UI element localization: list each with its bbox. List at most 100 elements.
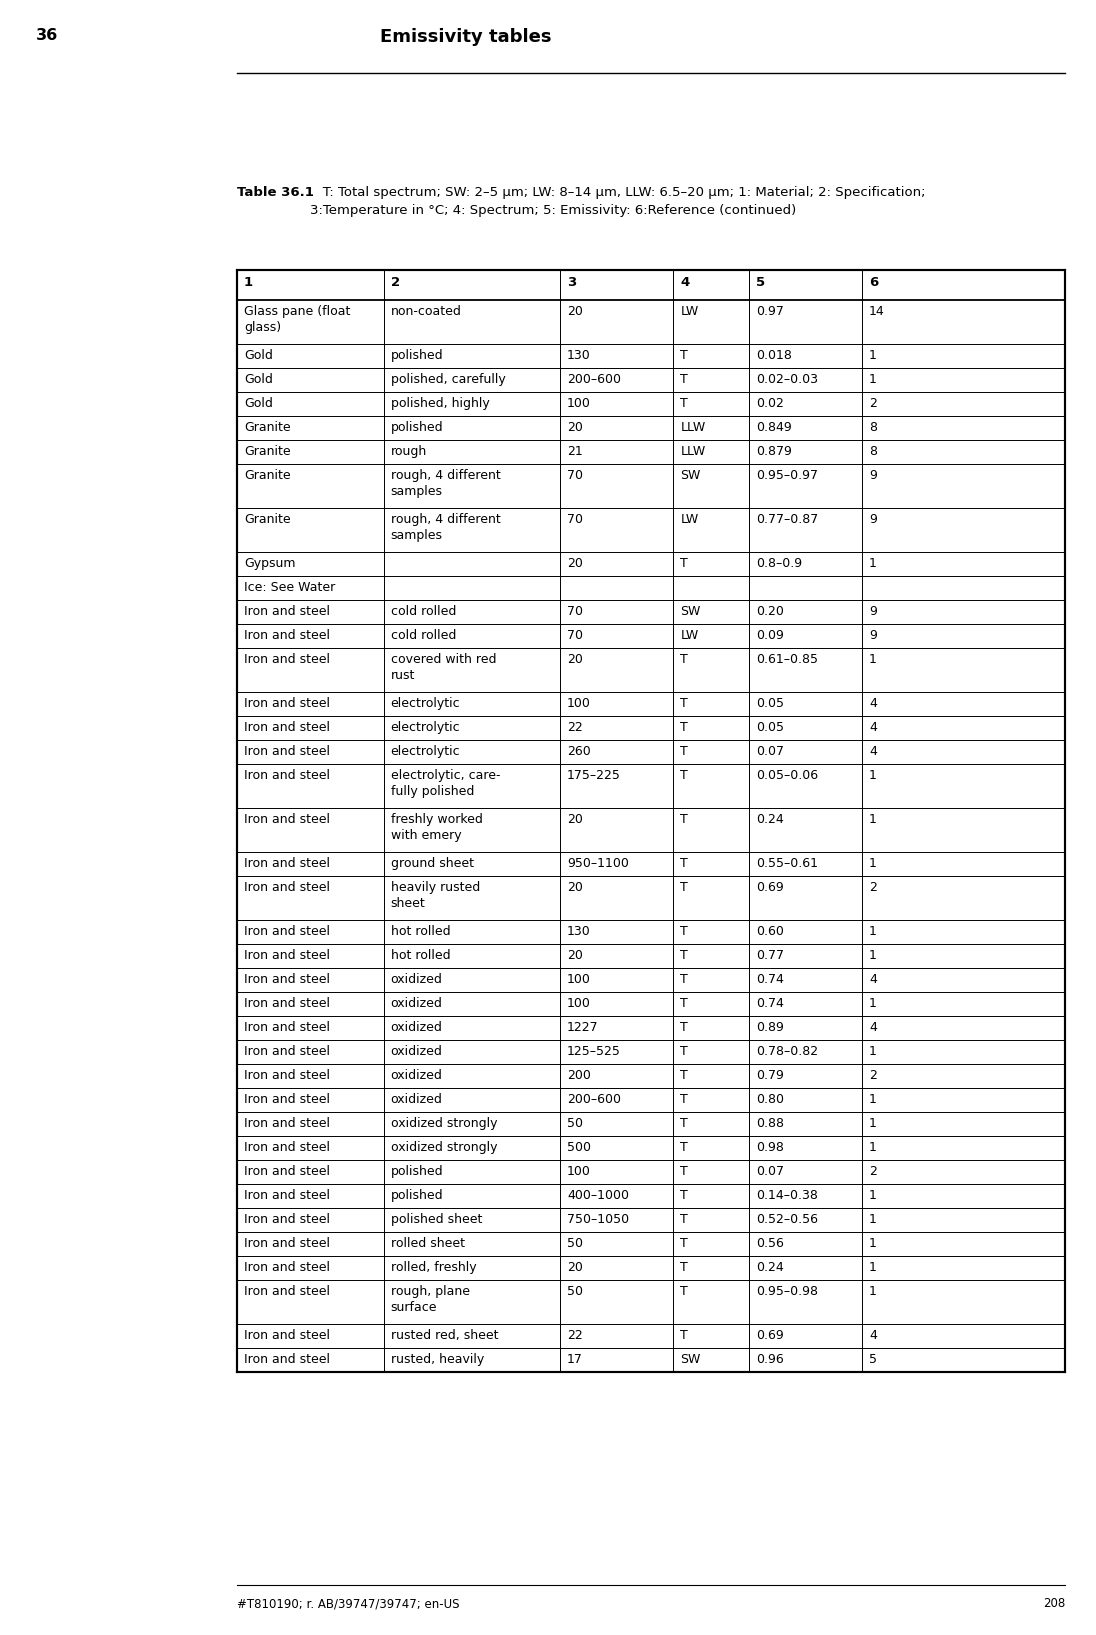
- Text: 14: 14: [869, 306, 884, 317]
- Text: T: T: [681, 1285, 688, 1298]
- Text: Iron and steel: Iron and steel: [244, 1094, 330, 1105]
- Text: polished: polished: [390, 1189, 443, 1202]
- Text: 4: 4: [869, 721, 877, 734]
- Text: 0.89: 0.89: [756, 1020, 784, 1033]
- Text: SW: SW: [681, 1354, 700, 1365]
- Text: 0.78–0.82: 0.78–0.82: [756, 1045, 818, 1058]
- Text: T: T: [681, 558, 688, 571]
- Text: 200–600: 200–600: [567, 1094, 621, 1105]
- Text: 0.77: 0.77: [756, 948, 784, 961]
- Text: 100: 100: [567, 973, 591, 986]
- Text: 2: 2: [390, 276, 400, 289]
- Text: 0.24: 0.24: [756, 813, 784, 826]
- Text: hot rolled: hot rolled: [390, 948, 450, 961]
- Text: 3: 3: [567, 276, 576, 289]
- Text: LW: LW: [681, 513, 698, 526]
- Text: Iron and steel: Iron and steel: [244, 768, 330, 782]
- Text: ground sheet: ground sheet: [390, 857, 473, 870]
- Text: Granite: Granite: [244, 513, 290, 526]
- Text: 1: 1: [244, 276, 253, 289]
- Text: 1: 1: [869, 1238, 877, 1251]
- Text: 1: 1: [869, 768, 877, 782]
- Text: T: T: [681, 1329, 688, 1342]
- Text: Iron and steel: Iron and steel: [244, 746, 330, 759]
- Text: Iron and steel: Iron and steel: [244, 1069, 330, 1082]
- Text: 1227: 1227: [567, 1020, 598, 1033]
- Text: 1: 1: [869, 1285, 877, 1298]
- Text: 100: 100: [567, 397, 591, 410]
- Text: 4: 4: [869, 973, 877, 986]
- Text: Iron and steel: Iron and steel: [244, 605, 330, 618]
- Text: covered with red
rust: covered with red rust: [390, 652, 496, 682]
- Text: 0.24: 0.24: [756, 1261, 784, 1274]
- Text: 0.74: 0.74: [756, 973, 784, 986]
- Text: 1: 1: [869, 813, 877, 826]
- Text: oxidized strongly: oxidized strongly: [390, 1141, 498, 1154]
- Text: 70: 70: [567, 605, 583, 618]
- Text: Iron and steel: Iron and steel: [244, 1166, 330, 1177]
- Text: 20: 20: [567, 1261, 583, 1274]
- Text: Granite: Granite: [244, 445, 290, 458]
- Text: T: T: [681, 857, 688, 870]
- Text: 208: 208: [1042, 1597, 1065, 1610]
- Text: T: T: [681, 697, 688, 710]
- Text: electrolytic: electrolytic: [390, 746, 460, 759]
- Text: 0.018: 0.018: [756, 348, 791, 361]
- Text: SW: SW: [681, 469, 700, 482]
- Text: 0.96: 0.96: [756, 1354, 784, 1365]
- Text: 0.14–0.38: 0.14–0.38: [756, 1189, 818, 1202]
- Text: 20: 20: [567, 881, 583, 894]
- Text: LLW: LLW: [681, 445, 706, 458]
- Text: 2: 2: [869, 1069, 877, 1082]
- Text: 1: 1: [869, 1094, 877, 1105]
- Text: oxidized strongly: oxidized strongly: [390, 1117, 498, 1130]
- Text: 0.02: 0.02: [756, 397, 784, 410]
- Text: cold rolled: cold rolled: [390, 605, 456, 618]
- Text: oxidized: oxidized: [390, 997, 443, 1010]
- Text: Ice: See Water: Ice: See Water: [244, 580, 335, 594]
- Text: 130: 130: [567, 925, 591, 938]
- Text: 0.56: 0.56: [756, 1238, 784, 1251]
- Text: Iron and steel: Iron and steel: [244, 1045, 330, 1058]
- Text: 1: 1: [869, 373, 877, 386]
- Text: 0.74: 0.74: [756, 997, 784, 1010]
- Text: 4: 4: [869, 746, 877, 759]
- Text: 0.52–0.56: 0.52–0.56: [756, 1213, 818, 1226]
- Text: 0.98: 0.98: [756, 1141, 784, 1154]
- Text: 0.61–0.85: 0.61–0.85: [756, 652, 818, 665]
- Text: T: T: [681, 348, 688, 361]
- Text: polished sheet: polished sheet: [390, 1213, 482, 1226]
- Text: Table 36.1: Table 36.1: [237, 186, 313, 199]
- Text: Iron and steel: Iron and steel: [244, 1213, 330, 1226]
- Text: 5: 5: [756, 276, 765, 289]
- Text: Iron and steel: Iron and steel: [244, 1261, 330, 1274]
- Text: electrolytic: electrolytic: [390, 697, 460, 710]
- Text: 50: 50: [567, 1238, 583, 1251]
- Text: 200: 200: [567, 1069, 591, 1082]
- Text: T: T: [681, 1166, 688, 1177]
- Text: T: T: [681, 1141, 688, 1154]
- Text: Iron and steel: Iron and steel: [244, 652, 330, 665]
- Text: 0.80: 0.80: [756, 1094, 784, 1105]
- Text: 21: 21: [567, 445, 583, 458]
- Text: 1: 1: [869, 1213, 877, 1226]
- Text: rough, 4 different
samples: rough, 4 different samples: [390, 513, 500, 541]
- Text: T: T: [681, 1238, 688, 1251]
- Text: Granite: Granite: [244, 420, 290, 433]
- Text: 100: 100: [567, 697, 591, 710]
- Text: 260: 260: [567, 746, 591, 759]
- Text: 400–1000: 400–1000: [567, 1189, 629, 1202]
- Text: 0.05: 0.05: [756, 721, 784, 734]
- Text: T: T: [681, 397, 688, 410]
- Text: T: T: [681, 1117, 688, 1130]
- Text: 200–600: 200–600: [567, 373, 621, 386]
- Text: rusted, heavily: rusted, heavily: [390, 1354, 483, 1365]
- Text: 17: 17: [567, 1354, 583, 1365]
- Text: T: T: [681, 721, 688, 734]
- Text: polished, highly: polished, highly: [390, 397, 489, 410]
- Text: 9: 9: [869, 469, 877, 482]
- Text: 1: 1: [869, 348, 877, 361]
- Text: 2: 2: [869, 1166, 877, 1177]
- Text: LLW: LLW: [681, 420, 706, 433]
- Text: 20: 20: [567, 558, 583, 571]
